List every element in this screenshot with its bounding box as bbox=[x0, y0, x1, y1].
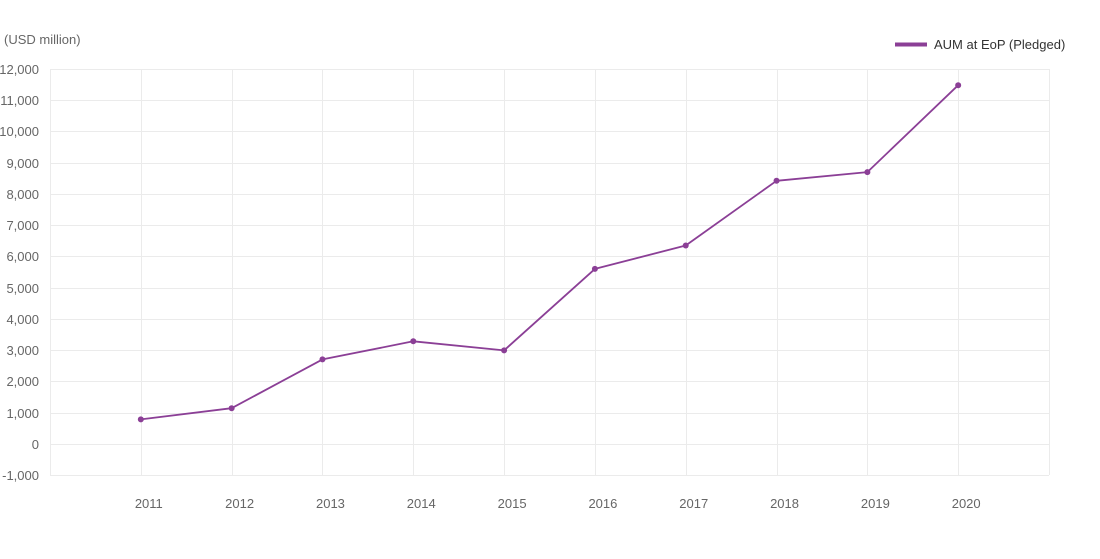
series-layer bbox=[137, 82, 962, 423]
x-tick-label: 2012 bbox=[225, 496, 254, 511]
y-tick-label: 5,000 bbox=[6, 281, 39, 296]
y-tick-label: 2,000 bbox=[6, 374, 39, 389]
y-tick-label: -1,000 bbox=[2, 468, 39, 483]
legend[interactable]: AUM at EoP (Pledged) bbox=[895, 37, 1065, 52]
y-tick-label: 4,000 bbox=[6, 312, 39, 327]
y-tick-label: 9,000 bbox=[6, 156, 39, 171]
data-point bbox=[955, 82, 962, 89]
y-tick-label: 3,000 bbox=[6, 343, 39, 358]
legend-label: AUM at EoP (Pledged) bbox=[934, 37, 1065, 52]
data-point bbox=[682, 242, 689, 249]
x-tick-label: 2020 bbox=[952, 496, 981, 511]
x-tick-label: 2015 bbox=[498, 496, 527, 511]
data-point bbox=[410, 338, 417, 345]
y-tick-label: 8,000 bbox=[6, 187, 39, 202]
x-tick-label: 2013 bbox=[316, 496, 345, 511]
data-point bbox=[137, 416, 144, 423]
y-tick-label: 10,000 bbox=[0, 124, 39, 139]
y-axis-unit-label: (USD million) bbox=[4, 32, 81, 47]
y-tick-label: 0 bbox=[32, 437, 39, 452]
x-tick-label: 2018 bbox=[770, 496, 799, 511]
grid bbox=[50, 69, 1050, 476]
x-tick-label: 2019 bbox=[861, 496, 890, 511]
data-point bbox=[319, 356, 326, 363]
x-tick-label: 2011 bbox=[135, 496, 163, 511]
data-point bbox=[591, 265, 598, 272]
data-point bbox=[773, 177, 780, 184]
y-tick-label: 6,000 bbox=[6, 249, 39, 264]
y-tick-label: 7,000 bbox=[6, 218, 39, 233]
x-tick-label: 2017 bbox=[679, 496, 708, 511]
data-point bbox=[501, 347, 508, 354]
y-tick-label: 12,000 bbox=[0, 62, 39, 77]
y-tick-label: 11,000 bbox=[0, 93, 39, 108]
series-line bbox=[140, 84, 959, 421]
x-axis: 2011 2012 2013 2014 2015 2016 2017 2018 2019 2020 bbox=[135, 496, 981, 511]
x-tick-label: 2016 bbox=[588, 496, 617, 511]
x-tick-label: 2014 bbox=[407, 496, 436, 511]
y-tick-label: 1,000 bbox=[6, 406, 39, 421]
data-point bbox=[864, 169, 871, 176]
y-axis: -1,000 0 1,000 2,000 3,000 4,000 5,000 6,000 7,0… bbox=[0, 62, 39, 483]
data-point bbox=[228, 405, 235, 412]
